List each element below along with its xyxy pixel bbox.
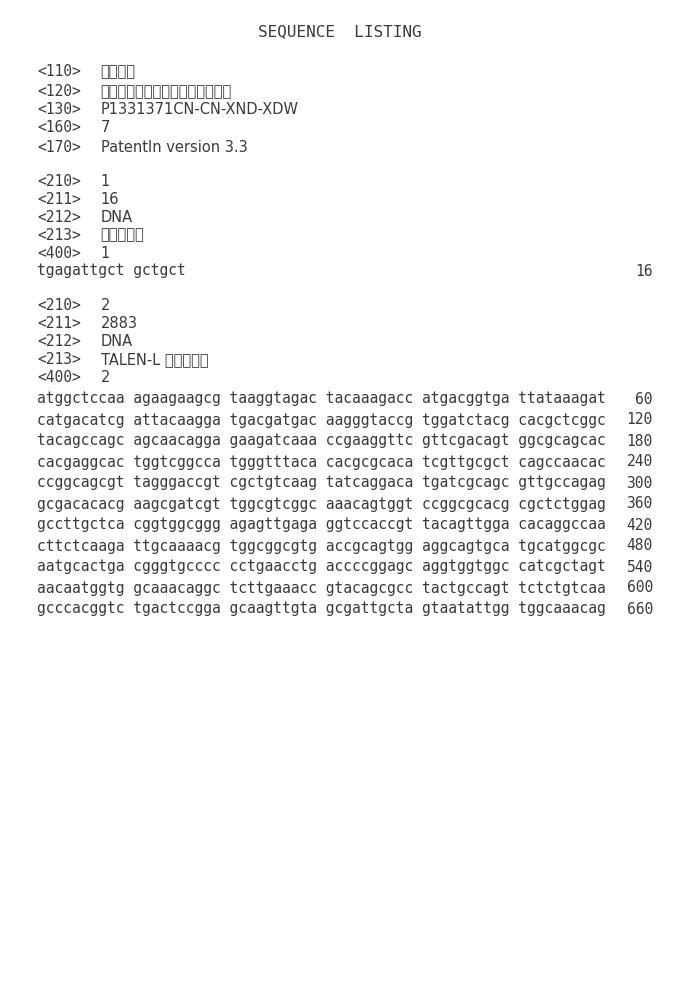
Text: <160>: <160> bbox=[37, 120, 81, 135]
Text: 660: 660 bbox=[626, 601, 653, 616]
Text: <210>: <210> bbox=[37, 174, 81, 188]
Text: DNA: DNA bbox=[101, 210, 133, 225]
Text: aatgcactga cgggtgcccc cctgaacctg accccggagc aggtggtggc catcgctagt: aatgcactga cgggtgcccc cctgaacctg accccgg… bbox=[37, 560, 606, 574]
Text: 300: 300 bbox=[626, 476, 653, 490]
Text: SEQUENCE  LISTING: SEQUENCE LISTING bbox=[258, 24, 422, 39]
Text: 2883: 2883 bbox=[101, 316, 137, 332]
Text: <213>: <213> bbox=[37, 228, 81, 242]
Text: aacaatggtg gcaaacaggc tcttgaaacc gtacagcgcc tactgccagt tctctgtcaa: aacaatggtg gcaaacaggc tcttgaaacc gtacagc… bbox=[37, 580, 606, 595]
Text: 1: 1 bbox=[101, 174, 110, 188]
Text: ccggcagcgt tagggaccgt cgctgtcaag tatcaggaca tgatcgcagc gttgccagag: ccggcagcgt tagggaccgt cgctgtcaag tatcagg… bbox=[37, 476, 606, 490]
Text: tgagattgct gctgct: tgagattgct gctgct bbox=[37, 263, 186, 278]
Text: 16: 16 bbox=[101, 192, 119, 207]
Text: 西南大学: 西南大学 bbox=[101, 64, 135, 80]
Text: <210>: <210> bbox=[37, 298, 81, 314]
Text: gcgacacacg aagcgatcgt tggcgtcggc aaacagtggt ccggcgcacg cgctctggag: gcgacacacg aagcgatcgt tggcgtcggc aaacagt… bbox=[37, 496, 606, 512]
Text: <212>: <212> bbox=[37, 334, 81, 350]
Text: cttctcaaga ttgcaaaacg tggcggcgtg accgcagtgg aggcagtgca tgcatggcgc: cttctcaaga ttgcaaaacg tggcggcgtg accgcag… bbox=[37, 538, 606, 554]
Text: <170>: <170> bbox=[37, 139, 81, 154]
Text: 60: 60 bbox=[635, 391, 653, 406]
Text: 480: 480 bbox=[626, 538, 653, 554]
Text: gccttgctca cggtggcggg agagttgaga ggtccaccgt tacagttgga cacaggccaa: gccttgctca cggtggcggg agagttgaga ggtccac… bbox=[37, 518, 606, 532]
Text: <400>: <400> bbox=[37, 245, 81, 260]
Text: tacagccagc agcaacagga gaagatcaaa ccgaaggttc gttcgacagt ggcgcagcac: tacagccagc agcaacagga gaagatcaaa ccgaagg… bbox=[37, 434, 606, 448]
Text: 7: 7 bbox=[101, 120, 110, 135]
Text: 第一靶序列: 第一靶序列 bbox=[101, 228, 144, 242]
Text: 1: 1 bbox=[101, 245, 110, 260]
Text: 360: 360 bbox=[626, 496, 653, 512]
Text: <110>: <110> bbox=[37, 64, 81, 80]
Text: PatentIn version 3.3: PatentIn version 3.3 bbox=[101, 139, 248, 154]
Text: 540: 540 bbox=[626, 560, 653, 574]
Text: 600: 600 bbox=[626, 580, 653, 595]
Text: atggctccaa agaagaagcg taaggtagac tacaaagacc atgacggtga ttataaagat: atggctccaa agaagaagcg taaggtagac tacaaag… bbox=[37, 391, 606, 406]
Text: 芜菜基因组定点突变系统及其应用: 芜菜基因组定点突变系统及其应用 bbox=[101, 85, 232, 100]
Text: 420: 420 bbox=[626, 518, 653, 532]
Text: cacgaggcac tggtcggcca tgggtttaca cacgcgcaca tcgttgcgct cagccaacac: cacgaggcac tggtcggcca tgggtttaca cacgcgc… bbox=[37, 454, 606, 470]
Text: TALEN-L 核苷酸序列: TALEN-L 核苷酸序列 bbox=[101, 353, 208, 367]
Text: 2: 2 bbox=[101, 370, 110, 385]
Text: catgacatcg attacaagga tgacgatgac aagggtaccg tggatctacg cacgctcggc: catgacatcg attacaagga tgacgatgac aagggta… bbox=[37, 412, 606, 428]
Text: <211>: <211> bbox=[37, 316, 81, 332]
Text: DNA: DNA bbox=[101, 334, 133, 350]
Text: gcccacggtc tgactccgga gcaagttgta gcgattgcta gtaatattgg tggcaaacag: gcccacggtc tgactccgga gcaagttgta gcgattg… bbox=[37, 601, 606, 616]
Text: <120>: <120> bbox=[37, 85, 81, 100]
Text: P1331371CN-CN-XND-XDW: P1331371CN-CN-XND-XDW bbox=[101, 103, 299, 117]
Text: <211>: <211> bbox=[37, 192, 81, 207]
Text: <213>: <213> bbox=[37, 353, 81, 367]
Text: <130>: <130> bbox=[37, 103, 81, 117]
Text: 240: 240 bbox=[626, 454, 653, 470]
Text: 16: 16 bbox=[635, 263, 653, 278]
Text: 2: 2 bbox=[101, 298, 110, 314]
Text: 180: 180 bbox=[626, 434, 653, 448]
Text: 120: 120 bbox=[626, 412, 653, 428]
Text: <212>: <212> bbox=[37, 210, 81, 225]
Text: <400>: <400> bbox=[37, 370, 81, 385]
